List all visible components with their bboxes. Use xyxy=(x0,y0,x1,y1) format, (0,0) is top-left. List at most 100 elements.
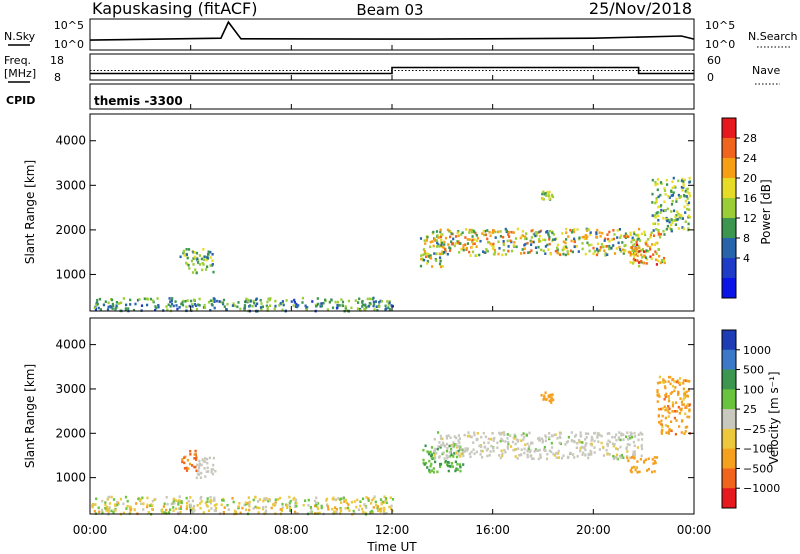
range-cell xyxy=(551,231,554,235)
range-cell xyxy=(437,445,440,448)
range-cell xyxy=(678,381,681,385)
range-cell xyxy=(667,405,670,408)
range-cell xyxy=(634,251,637,255)
range-cell xyxy=(675,197,678,201)
colorbar-tick-label: 25 xyxy=(743,403,757,416)
range-cell xyxy=(650,231,653,234)
range-cell xyxy=(265,304,268,308)
range-cell xyxy=(151,499,154,503)
range-cell xyxy=(513,241,516,244)
range-cell xyxy=(478,253,481,257)
range-cell xyxy=(440,437,443,440)
colorbar-swatch xyxy=(722,428,736,450)
range-cell xyxy=(115,301,118,304)
range-cell xyxy=(439,465,442,469)
range-cell xyxy=(551,446,554,449)
range-cell xyxy=(210,471,213,474)
range-cell xyxy=(629,469,632,473)
range-cell xyxy=(658,421,661,424)
range-cell xyxy=(612,244,615,247)
range-cell xyxy=(679,195,682,198)
range-cell xyxy=(193,251,196,254)
range-cell xyxy=(245,508,248,512)
range-cell xyxy=(541,197,544,200)
y-tick-label: 3000 xyxy=(55,382,86,396)
range-cell xyxy=(516,440,519,443)
range-cell xyxy=(593,446,596,449)
range-cell xyxy=(309,510,312,514)
range-cell xyxy=(523,447,526,451)
range-cell xyxy=(116,306,119,309)
range-cell xyxy=(678,412,681,415)
range-cell xyxy=(95,497,98,501)
range-cell xyxy=(493,253,496,256)
range-cell xyxy=(659,233,662,236)
range-cell xyxy=(671,221,674,225)
range-cell xyxy=(115,304,118,307)
range-cell xyxy=(420,257,423,261)
range-cell xyxy=(671,384,675,388)
range-cell xyxy=(220,300,223,304)
range-cell xyxy=(241,506,244,510)
range-cell xyxy=(561,248,564,252)
range-cell xyxy=(681,226,684,229)
range-cell xyxy=(335,510,338,514)
range-cell xyxy=(200,257,203,261)
colorbar-tick-label: 16 xyxy=(743,192,757,205)
range-cell xyxy=(278,304,281,307)
range-cell xyxy=(519,453,523,457)
range-cell xyxy=(203,457,206,460)
range-cell xyxy=(651,201,654,204)
range-cell xyxy=(628,434,631,438)
range-cell xyxy=(651,214,654,217)
range-cell xyxy=(657,222,660,226)
range-cell xyxy=(643,250,646,253)
range-cell xyxy=(632,260,635,264)
power-panel-frame xyxy=(89,113,695,312)
range-cell xyxy=(454,460,457,464)
range-cell xyxy=(319,305,322,308)
nsky-line xyxy=(89,20,695,41)
range-cell xyxy=(620,453,623,457)
range-cell xyxy=(620,234,623,237)
range-cell xyxy=(551,195,555,199)
range-cell xyxy=(539,453,542,457)
range-cell xyxy=(484,435,487,439)
range-cell xyxy=(520,439,523,442)
range-cell xyxy=(141,496,144,500)
range-cell xyxy=(192,257,195,260)
range-cell xyxy=(580,445,583,449)
range-cell xyxy=(664,424,668,427)
range-cell xyxy=(501,454,504,458)
range-cell xyxy=(586,235,589,238)
range-cell xyxy=(226,503,229,507)
range-cell xyxy=(619,438,622,442)
range-cell xyxy=(167,303,170,306)
range-cell xyxy=(675,419,678,422)
range-cell xyxy=(520,448,523,451)
range-cell xyxy=(134,302,137,306)
range-cell xyxy=(554,249,557,253)
range-cell xyxy=(590,435,593,439)
range-cell xyxy=(480,449,483,453)
range-cell xyxy=(611,435,614,439)
range-cell xyxy=(688,194,691,198)
range-cell xyxy=(498,247,501,250)
range-cell xyxy=(645,249,648,252)
range-cell xyxy=(195,251,199,255)
range-cell xyxy=(659,181,662,184)
range-cell xyxy=(317,507,320,511)
range-cell xyxy=(629,431,632,435)
range-cell xyxy=(615,447,618,450)
range-cell xyxy=(542,249,545,253)
range-cell xyxy=(347,299,350,303)
range-cell xyxy=(502,235,505,239)
range-cell xyxy=(571,453,575,456)
range-cell xyxy=(174,300,177,303)
range-cell xyxy=(457,453,460,457)
range-cell xyxy=(623,250,626,253)
range-cell xyxy=(649,255,652,259)
range-cell xyxy=(110,509,113,513)
range-cell xyxy=(464,450,467,453)
range-cell xyxy=(126,504,129,508)
